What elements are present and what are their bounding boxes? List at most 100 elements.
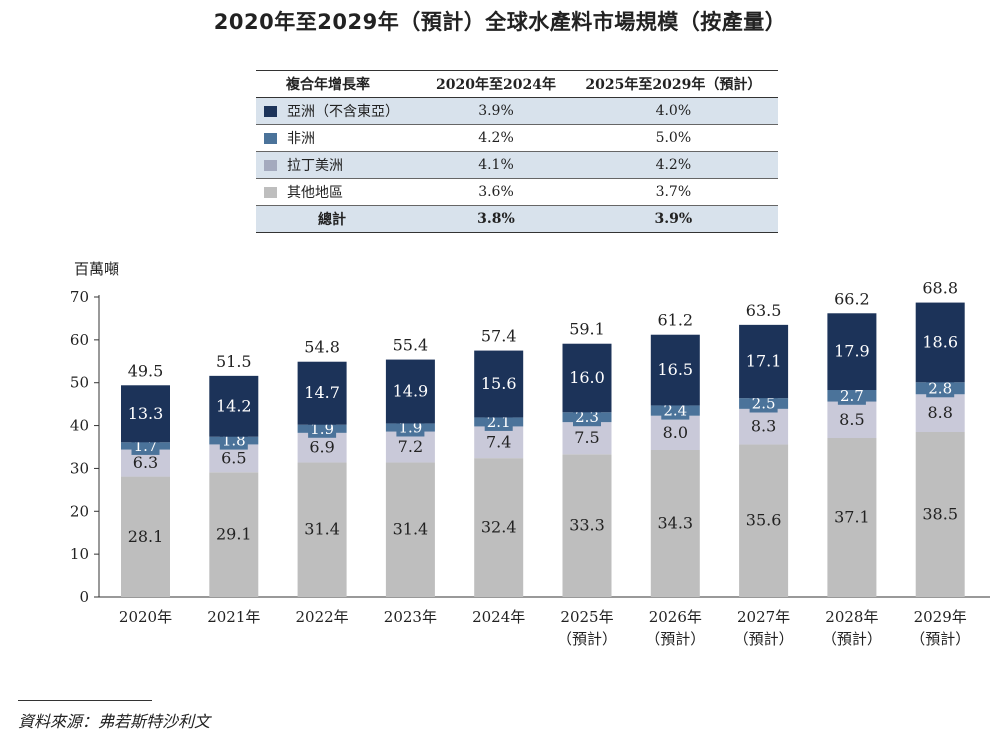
chart-title: 2020年至2029年（預計）全球水產料市場規模（按產量） [213, 10, 787, 34]
bar-segment [562, 454, 612, 597]
bar-segment [209, 375, 259, 437]
total-label: 55.4 [393, 336, 429, 355]
bar-segment [474, 426, 524, 459]
header-cagr: 複合年增長率 [256, 70, 424, 98]
cagr-value: 4.1% [423, 151, 569, 179]
x-tick-label: 2025年 [560, 608, 613, 626]
data-label: 14.9 [393, 382, 429, 401]
total-label: 54.8 [304, 338, 340, 357]
y-tick-label: 10 [70, 545, 89, 563]
bar-segment [915, 302, 965, 383]
total-label: 57.4 [481, 327, 517, 346]
data-label: 35.6 [746, 511, 782, 530]
stacked-bar-chart: 百萬噸01020304050607028.16.31.713.349.52020… [70, 260, 990, 648]
bar-segment [562, 422, 612, 455]
data-label: 34.3 [657, 514, 693, 533]
bar-segment [121, 476, 170, 597]
data-label: 2.1 [487, 413, 511, 431]
bar-segment [739, 408, 789, 445]
x-tick-label: 2029年 [914, 608, 967, 626]
table-row: 其他地區 3.6% 3.7% [256, 178, 778, 206]
data-label: 32.4 [481, 518, 517, 537]
data-label: 8.0 [663, 423, 688, 442]
x-tick-label: 2023年 [384, 608, 437, 626]
bar-segment [562, 343, 612, 413]
region-name: 其他地區 [287, 185, 343, 201]
bar-segment [385, 359, 435, 424]
bar-segment [650, 415, 700, 450]
x-tick-label: 2020年 [119, 608, 172, 626]
x-tick-note: （預計） [734, 630, 794, 648]
y-axis-label: 百萬噸 [74, 260, 119, 278]
bar-segment [209, 472, 259, 597]
cagr-value: 3.7% [568, 178, 778, 206]
table-row: 亞洲（不含東亞） 3.9% 4.0% [256, 97, 778, 125]
bar-segment [650, 334, 700, 406]
bar-segment [915, 394, 965, 432]
y-tick-label: 50 [70, 374, 89, 392]
header-period-2: 2025年至2029年（預計） [568, 70, 778, 98]
latam-swatch [264, 160, 277, 171]
bar-segment [385, 462, 435, 597]
y-tick-label: 60 [70, 331, 89, 349]
africa-label-box [484, 412, 513, 431]
data-label: 2.5 [752, 395, 776, 413]
bar-segment [474, 350, 524, 418]
table-row: 非洲 4.2% 5.0% [256, 124, 778, 152]
data-label: 6.9 [309, 438, 334, 457]
africa-label-box [661, 401, 690, 420]
africa-label-box [926, 379, 955, 398]
cagr-value: 4.2% [568, 151, 778, 179]
data-label: 17.9 [834, 342, 870, 361]
data-label: 2.3 [575, 408, 599, 426]
cagr-value: 3.6% [423, 178, 569, 206]
x-tick-note: （預計） [557, 630, 617, 648]
data-label: 6.5 [221, 448, 246, 467]
bar-segment [827, 438, 877, 597]
total-label: 66.2 [834, 289, 870, 308]
data-label: 2.7 [840, 387, 864, 405]
data-label: 14.2 [216, 396, 252, 415]
table-row: 拉丁美洲 4.1% 4.2% [256, 151, 778, 179]
total-label: 總計 [256, 205, 424, 233]
total-label: 49.5 [128, 361, 164, 380]
region-name: 非洲 [287, 131, 315, 147]
y-tick-label: 70 [70, 288, 89, 306]
y-tick-label: 20 [70, 502, 89, 520]
bar-segment [121, 385, 170, 443]
total-label: 51.5 [216, 352, 252, 371]
y-tick-label: 40 [70, 417, 89, 435]
africa-label-box [573, 408, 601, 427]
cagr-table-header: 複合年增長率 2020年至2024年 2025年至2029年（預計） [256, 70, 778, 98]
data-label: 16.5 [657, 360, 693, 379]
africa-label-box [837, 386, 866, 405]
data-label: 8.8 [927, 403, 952, 422]
x-tick-label: 2021年 [207, 608, 260, 626]
data-label: 13.3 [128, 404, 164, 423]
data-label: 2.8 [928, 379, 952, 397]
africa-label-box [749, 394, 778, 413]
table-total-row: 總計 3.8% 3.9% [256, 205, 778, 233]
data-label: 14.7 [304, 383, 340, 402]
x-tick-label: 2024年 [472, 608, 525, 626]
bar-segment [650, 450, 700, 597]
data-label: 7.2 [398, 437, 423, 456]
cagr-table: 複合年增長率 2020年至2024年 2025年至2029年（預計） 亞洲（不含… [256, 70, 778, 233]
x-tick-note: （預計） [645, 630, 705, 648]
data-label: 38.5 [922, 505, 958, 524]
bar-segment [827, 401, 877, 438]
data-label: 37.1 [834, 508, 870, 527]
header-period-1: 2020年至2024年 [423, 70, 569, 98]
data-label: 33.3 [569, 516, 605, 535]
x-tick-label: 2026年 [649, 608, 702, 626]
x-tick-label: 2028年 [825, 608, 878, 626]
data-label: 28.1 [128, 527, 164, 546]
cagr-value: 3.9% [423, 97, 569, 125]
bar-segment [827, 313, 877, 390]
data-label: 31.4 [393, 520, 429, 539]
total-label: 61.2 [657, 311, 693, 330]
bar-segment [297, 462, 347, 597]
cagr-value: 5.0% [568, 124, 778, 152]
data-label: 8.5 [839, 410, 864, 429]
data-label: 29.1 [216, 525, 252, 544]
